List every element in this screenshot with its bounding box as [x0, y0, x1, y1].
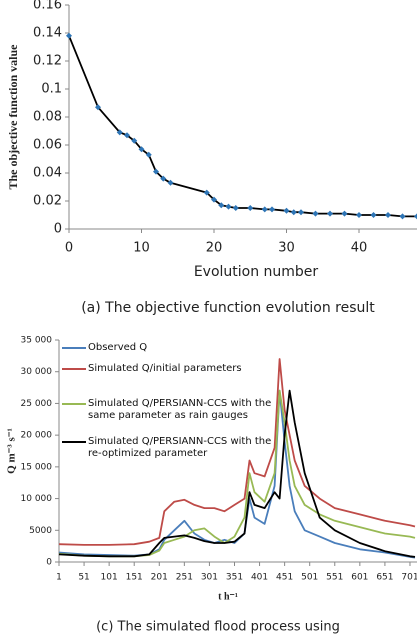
marker	[356, 212, 362, 218]
legend-label: Observed Q	[88, 342, 148, 353]
y-axis-label: The objective function value	[6, 44, 20, 190]
y-tick-label: 30 000	[21, 367, 53, 377]
marker	[312, 210, 319, 217]
marker	[298, 209, 304, 216]
marker	[399, 213, 406, 220]
marker	[124, 132, 130, 139]
marker	[153, 168, 159, 175]
x-tick-label: 651	[376, 573, 393, 583]
y-tick-label: 0.02	[33, 194, 62, 209]
x-tick-label: 1	[56, 573, 62, 583]
marker	[290, 209, 297, 216]
y-tick-label: 0.06	[33, 138, 62, 153]
x-tick-label: 301	[201, 573, 218, 583]
x-tick-label: 101	[101, 573, 118, 583]
marker	[66, 32, 72, 39]
marker	[370, 212, 377, 218]
y-axis-label: Q m⁻³ s⁻¹	[6, 428, 18, 474]
y-tick-label: 10 000	[21, 494, 53, 504]
y-tick-label: 20 000	[21, 431, 53, 441]
y-tick-label: 35 000	[21, 336, 53, 346]
y-tick-label: 15 000	[21, 462, 53, 472]
legend-label: Simulated Q/initial parameters	[88, 363, 242, 374]
y-tick-label: 0.14	[33, 26, 62, 41]
marker	[116, 129, 123, 136]
x-tick-label: 501	[301, 573, 318, 583]
x-tick-label: 351	[226, 573, 243, 583]
marker	[327, 210, 333, 217]
marker	[211, 196, 217, 203]
marker	[232, 205, 239, 211]
x-tick-label: 40	[351, 241, 368, 256]
marker	[225, 203, 232, 210]
x-axis-label: Evolution number	[194, 264, 319, 280]
x-tick-label: 20	[206, 241, 223, 256]
marker	[385, 212, 391, 218]
x-tick-label: 551	[326, 573, 343, 583]
x-tick-label: 401	[251, 573, 268, 583]
x-tick-label: 601	[351, 573, 368, 583]
marker	[414, 213, 417, 220]
marker	[160, 175, 167, 182]
x-tick-label: 0	[65, 241, 73, 256]
marker	[261, 206, 268, 213]
y-tick-label: 0.16	[33, 0, 62, 13]
data-line	[58, 358, 416, 546]
marker	[131, 137, 138, 144]
x-tick-label: 251	[176, 573, 193, 583]
marker	[138, 146, 145, 153]
marker	[167, 179, 174, 186]
x-tick-label: 30	[278, 241, 295, 256]
marker	[269, 206, 275, 213]
y-tick-label: 5000	[29, 526, 52, 536]
y-tick-label: 0	[54, 222, 62, 237]
x-tick-label: 10	[133, 241, 150, 256]
y-tick-label: 0.12	[33, 54, 62, 69]
y-tick-label: 0.1	[41, 82, 62, 97]
legend-label: Simulated Q/PERSIANN-CCS with the re-opt…	[88, 436, 272, 459]
x-tick-label: 201	[151, 573, 168, 583]
x-tick-label: 151	[126, 573, 143, 583]
y-tick-label: 0	[46, 558, 52, 568]
marker	[247, 205, 254, 211]
x-axis-label: t h⁻¹	[218, 591, 238, 602]
y-tick-label: 25 000	[21, 399, 53, 409]
caption: (a) The objective function evolution res…	[81, 300, 375, 316]
data-line	[58, 389, 416, 558]
marker	[283, 207, 290, 214]
marker	[145, 151, 152, 158]
caption: (c) The simulated flood process using	[96, 620, 340, 635]
data-line	[68, 35, 417, 218]
marker	[95, 104, 101, 111]
marker	[341, 210, 348, 217]
y-tick-label: 0.04	[33, 166, 62, 181]
marker	[203, 189, 210, 196]
x-tick-label: 701	[401, 573, 417, 583]
x-tick-label: 51	[78, 573, 89, 583]
legend-label: Simulated Q/PERSIANN-CCS with the same p…	[88, 398, 272, 421]
y-tick-label: 0.08	[33, 110, 62, 125]
marker	[218, 202, 225, 209]
x-tick-label: 451	[276, 573, 293, 583]
data-line	[58, 389, 416, 558]
